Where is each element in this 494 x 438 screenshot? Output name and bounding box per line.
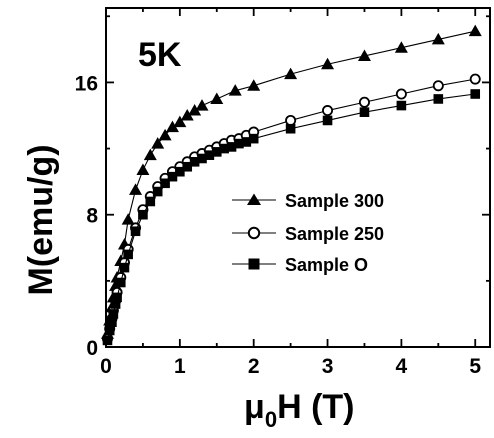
data-point-square <box>396 100 407 111</box>
data-point-square <box>189 156 200 167</box>
legend-marker-filled-square <box>248 258 260 270</box>
data-point-triangle <box>173 115 187 128</box>
legend-marker-triangle <box>247 193 261 205</box>
data-point-square <box>197 153 207 164</box>
x-tick-label: 1 <box>174 355 186 378</box>
x-tick-label: 3 <box>322 355 334 378</box>
series-layer <box>100 24 482 346</box>
temperature-annotation: 5K <box>138 36 182 74</box>
data-point-square <box>112 292 122 303</box>
data-point-square <box>359 107 370 117</box>
data-point-square <box>119 262 130 273</box>
x-tick-label: 2 <box>248 355 260 378</box>
y-axis-title: M(emu/g) <box>22 144 60 295</box>
data-point-square <box>182 161 193 172</box>
data-point-square <box>107 317 117 327</box>
data-point-triangle <box>121 213 135 225</box>
data-point-triangle <box>143 148 157 161</box>
axis-tick-labels: 0 1 2 3 4 5 0 8 16 <box>75 72 482 378</box>
data-point-triangle <box>180 108 194 121</box>
data-point-triangle <box>158 128 172 141</box>
data-point-open-circle <box>322 105 334 117</box>
data-point-square <box>130 226 141 237</box>
legend-label-sample-o: Sample O <box>285 255 368 275</box>
data-point-triangle <box>468 24 482 37</box>
data-point-triangle <box>431 32 445 45</box>
data-point-square <box>248 133 259 144</box>
data-point-square <box>322 115 333 126</box>
data-point-triangle <box>357 49 371 61</box>
legend-item-sample-250: Sample 250 <box>232 224 384 244</box>
data-point-square <box>123 249 133 260</box>
data-point-triangle <box>188 104 202 116</box>
data-point-triangle <box>210 92 224 104</box>
data-point-open-circle <box>395 88 407 100</box>
legend-item-sample-o: Sample O <box>232 255 368 275</box>
data-point-square <box>145 196 156 207</box>
data-point-triangle <box>321 57 335 70</box>
data-point-triangle <box>195 99 209 111</box>
data-point-square <box>226 142 237 152</box>
data-point-square <box>204 150 215 160</box>
data-point-square <box>285 123 296 134</box>
plot-border <box>105 7 491 348</box>
plot-frame <box>105 7 491 348</box>
data-point-triangle <box>151 137 165 149</box>
data-point-square <box>110 299 121 309</box>
data-point-triangle <box>247 79 261 91</box>
y-tick-label: 8 <box>86 205 98 228</box>
series-sample-o <box>102 89 481 346</box>
data-point-square <box>138 209 148 220</box>
data-point-open-circle <box>285 114 297 126</box>
data-point-open-circle <box>469 73 481 85</box>
data-point-triangle <box>136 163 150 176</box>
legend-label-sample-300: Sample 300 <box>285 191 384 211</box>
data-point-square <box>108 309 119 319</box>
legend-marker-open-circle <box>247 226 261 240</box>
data-point-square <box>104 325 115 336</box>
data-point-square <box>175 166 185 177</box>
data-point-square <box>234 138 244 149</box>
data-point-open-circle <box>358 96 370 108</box>
data-point-square <box>167 171 178 182</box>
data-point-triangle <box>284 67 298 80</box>
x-tick-label: 0 <box>100 355 112 378</box>
data-point-square <box>211 147 222 157</box>
data-point-triangle <box>129 183 143 195</box>
x-axis-title: μ0H (T) <box>244 388 354 432</box>
data-point-square <box>241 137 252 147</box>
data-point-triangle <box>228 84 242 96</box>
data-point-triangle <box>394 41 408 53</box>
legend-label-sample-250: Sample 250 <box>285 224 384 244</box>
data-point-square <box>219 143 229 154</box>
data-point-square <box>470 89 481 99</box>
data-point-square <box>160 178 170 189</box>
x-axis-title-main: μ <box>244 388 265 426</box>
data-point-square <box>152 186 163 197</box>
y-tick-label: 0 <box>86 337 98 360</box>
x-tick-label: 4 <box>396 355 408 378</box>
data-point-open-circle <box>432 80 444 92</box>
legend-item-sample-300: Sample 300 <box>232 191 384 211</box>
data-point-square <box>433 94 444 104</box>
x-tick-label: 5 <box>469 355 481 378</box>
x-axis-title-rest: H (T) <box>277 388 354 426</box>
axis-ticks <box>105 8 490 348</box>
x-axis-title-sub: 0 <box>265 407 277 432</box>
data-point-square <box>115 277 126 288</box>
legend: Sample 300 Sample 250 Sample O <box>232 191 384 275</box>
data-point-triangle <box>165 120 179 133</box>
y-tick-label: 16 <box>75 72 98 95</box>
data-point-square <box>102 335 113 346</box>
